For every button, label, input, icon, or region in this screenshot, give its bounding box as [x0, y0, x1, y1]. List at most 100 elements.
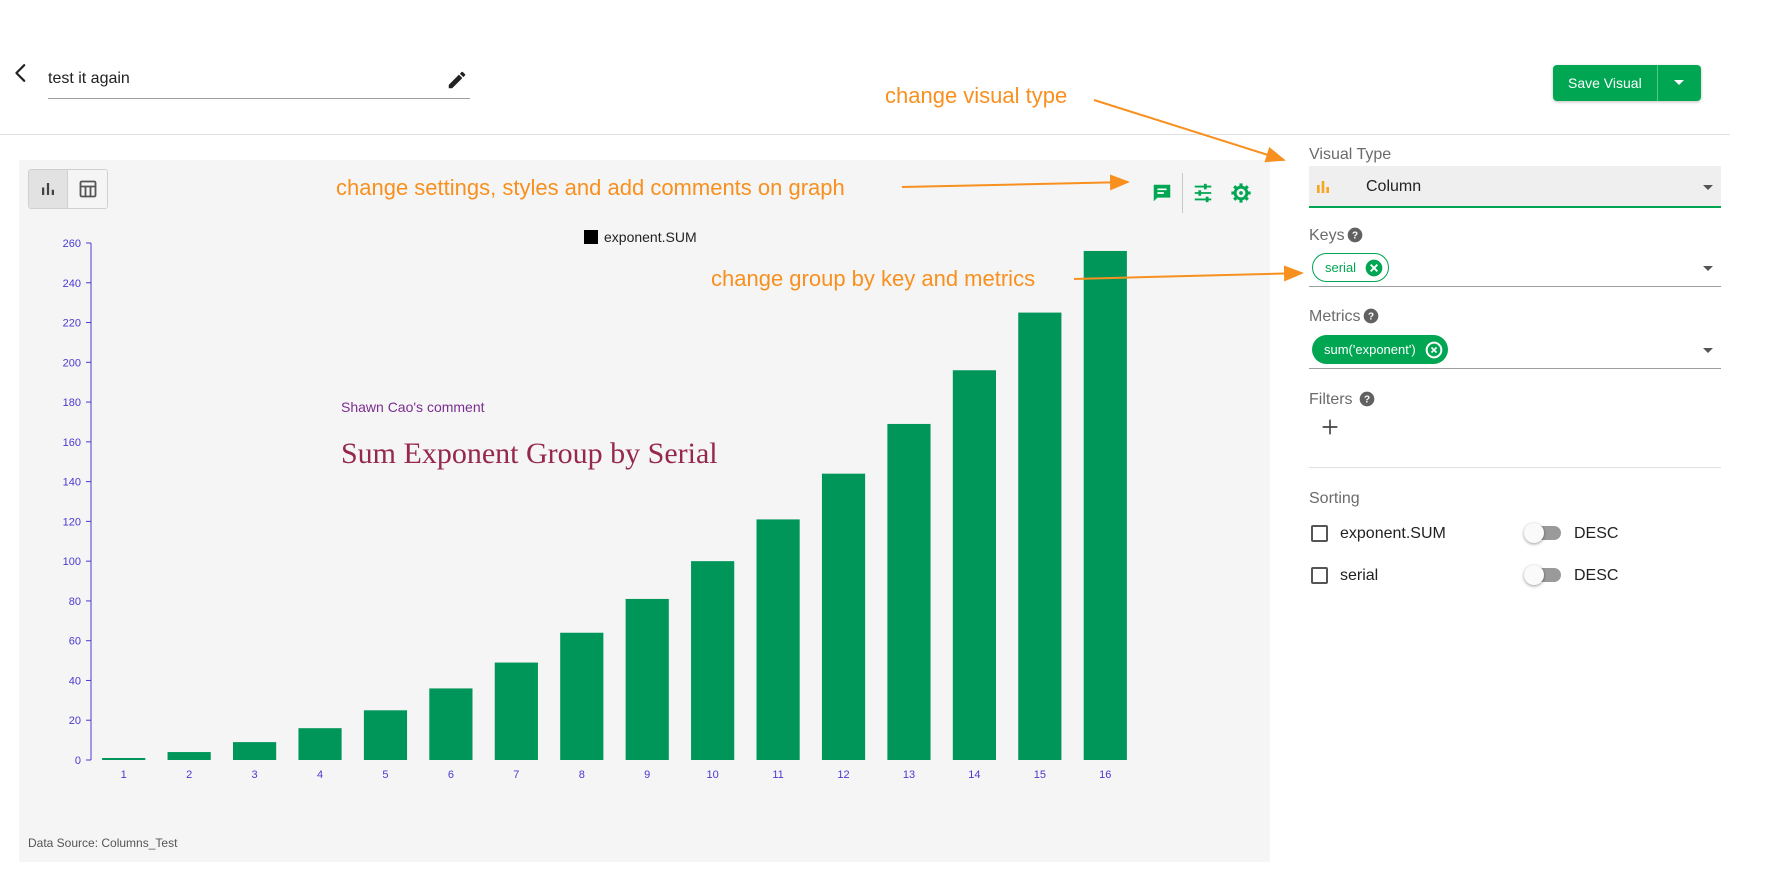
- data-source-label: Data Source: Columns_Test: [28, 836, 178, 850]
- caret-down-icon: [1674, 80, 1685, 85]
- bar[interactable]: [363, 710, 408, 760]
- arrow-visual-type: [1093, 99, 1286, 163]
- sort-row: exponent.SUM DESC: [1309, 523, 1721, 547]
- y-tick-label: 20: [69, 715, 81, 727]
- bar[interactable]: [494, 662, 538, 760]
- add-filter-icon[interactable]: [1319, 416, 1341, 438]
- x-tick-label: 10: [707, 769, 719, 781]
- bar[interactable]: [952, 370, 997, 760]
- bar[interactable]: [1018, 312, 1062, 760]
- bar[interactable]: [887, 423, 931, 760]
- sort-order-toggle[interactable]: [1524, 523, 1561, 543]
- sort-order-label: DESC: [1574, 525, 1619, 542]
- svg-text:?: ?: [1352, 230, 1358, 241]
- x-tick-label: 14: [968, 769, 980, 781]
- y-tick-label: 60: [69, 636, 81, 648]
- chart-tools: [1143, 173, 1260, 213]
- header-divider-right: [1310, 134, 1730, 135]
- x-tick-label: 12: [837, 769, 849, 781]
- y-tick-label: 240: [63, 278, 81, 290]
- x-tick-label: 9: [644, 769, 650, 781]
- settings-button[interactable]: [1222, 177, 1260, 209]
- metrics-label-row: Metrics?: [1309, 308, 1379, 326]
- style-settings-button[interactable]: [1184, 177, 1222, 209]
- x-tick-label: 11: [772, 769, 783, 781]
- y-tick-label: 220: [63, 318, 81, 330]
- gear-icon: [1231, 183, 1251, 203]
- keys-label-row: Keys?: [1309, 227, 1363, 245]
- sort-checkbox[interactable]: [1311, 567, 1328, 584]
- x-tick-label: 5: [382, 769, 388, 781]
- save-options-button[interactable]: [1656, 65, 1701, 101]
- help-icon[interactable]: ?: [1363, 308, 1379, 324]
- table-icon: [79, 180, 96, 198]
- bar[interactable]: [691, 561, 735, 760]
- x-tick-label: 2: [186, 769, 192, 781]
- metric-chip[interactable]: sum('exponent'): [1312, 335, 1448, 364]
- help-icon[interactable]: ?: [1359, 391, 1375, 407]
- bar[interactable]: [625, 598, 669, 760]
- bar[interactable]: [167, 752, 211, 760]
- y-tick-label: 40: [69, 675, 81, 687]
- comment-button[interactable]: [1143, 177, 1181, 209]
- metrics-select[interactable]: sum('exponent'): [1309, 331, 1721, 369]
- remove-chip-icon[interactable]: [1424, 340, 1444, 360]
- keys-select[interactable]: serial: [1309, 249, 1721, 287]
- bar[interactable]: [821, 473, 866, 760]
- y-tick-label: 80: [69, 596, 81, 608]
- column-chart: exponent.SUM 0 20 40 60 80 100 120 140 160 180 200…: [63, 229, 1127, 781]
- pencil-icon[interactable]: [446, 69, 468, 91]
- bar[interactable]: [560, 632, 604, 760]
- metrics-label: Metrics: [1309, 308, 1361, 325]
- bar[interactable]: [1083, 250, 1127, 760]
- header-divider: [0, 134, 1310, 135]
- visual-name-field: [48, 64, 470, 99]
- y-tick-label: 0: [75, 755, 81, 767]
- table-view-button[interactable]: [68, 170, 107, 208]
- bar-chart-icon: [42, 183, 54, 195]
- sort-order-toggle[interactable]: [1524, 565, 1561, 585]
- bar[interactable]: [232, 742, 277, 760]
- legend-swatch: [584, 230, 598, 244]
- sort-field-label: serial: [1340, 567, 1379, 584]
- annotation-settings: change settings, styles and add comments…: [336, 175, 845, 200]
- tools-separator: [1182, 173, 1183, 213]
- legend-label: exponent.SUM: [604, 229, 697, 245]
- toggle-knob: [1524, 565, 1544, 585]
- comment-text: Sum Exponent Group by Serial: [341, 437, 718, 470]
- view-toggle: [28, 169, 108, 209]
- keys-caret-icon: [1703, 266, 1713, 271]
- sort-row: serial DESC: [1309, 565, 1721, 589]
- key-chip[interactable]: serial: [1312, 253, 1390, 282]
- remove-chip-icon[interactable]: [1364, 258, 1384, 278]
- sliders-icon: [1194, 183, 1212, 203]
- visual-name-input[interactable]: [48, 70, 428, 88]
- svg-text:?: ?: [1364, 394, 1370, 405]
- visual-type-caret-icon: [1703, 185, 1713, 190]
- y-tick-label: 260: [63, 238, 81, 250]
- save-visual-button[interactable]: Save Visual: [1553, 65, 1657, 101]
- sort-checkbox[interactable]: [1311, 525, 1328, 542]
- x-tick-label: 6: [448, 769, 454, 781]
- key-chip-label: serial: [1325, 260, 1357, 275]
- x-tick-label: 3: [252, 769, 258, 781]
- bar[interactable]: [102, 758, 146, 760]
- back-arrow-icon[interactable]: [10, 62, 32, 84]
- toggle-knob: [1524, 523, 1544, 543]
- metric-chip-label: sum('exponent'): [1324, 342, 1416, 357]
- y-tick-label: 140: [63, 477, 81, 489]
- sort-field-label: exponent.SUM: [1340, 525, 1446, 542]
- comment-author: Shawn Cao's comment: [341, 399, 485, 415]
- x-tick-label: 15: [1034, 769, 1046, 781]
- annotation-keys: change group by key and metrics: [711, 266, 1036, 291]
- comment-icon: [1153, 184, 1171, 202]
- bar[interactable]: [756, 519, 800, 760]
- save-visual-group: Save Visual: [1553, 65, 1701, 101]
- visual-type-select[interactable]: Column: [1309, 166, 1721, 208]
- help-icon[interactable]: ?: [1347, 227, 1363, 243]
- bar[interactable]: [429, 688, 473, 760]
- chart-card: exponent.SUM 0 20 40 60 80 100 120 140 160 180 200…: [19, 160, 1270, 862]
- bar[interactable]: [298, 728, 342, 760]
- chart-view-button[interactable]: [29, 170, 68, 208]
- visual-type-value: Column: [1366, 178, 1422, 195]
